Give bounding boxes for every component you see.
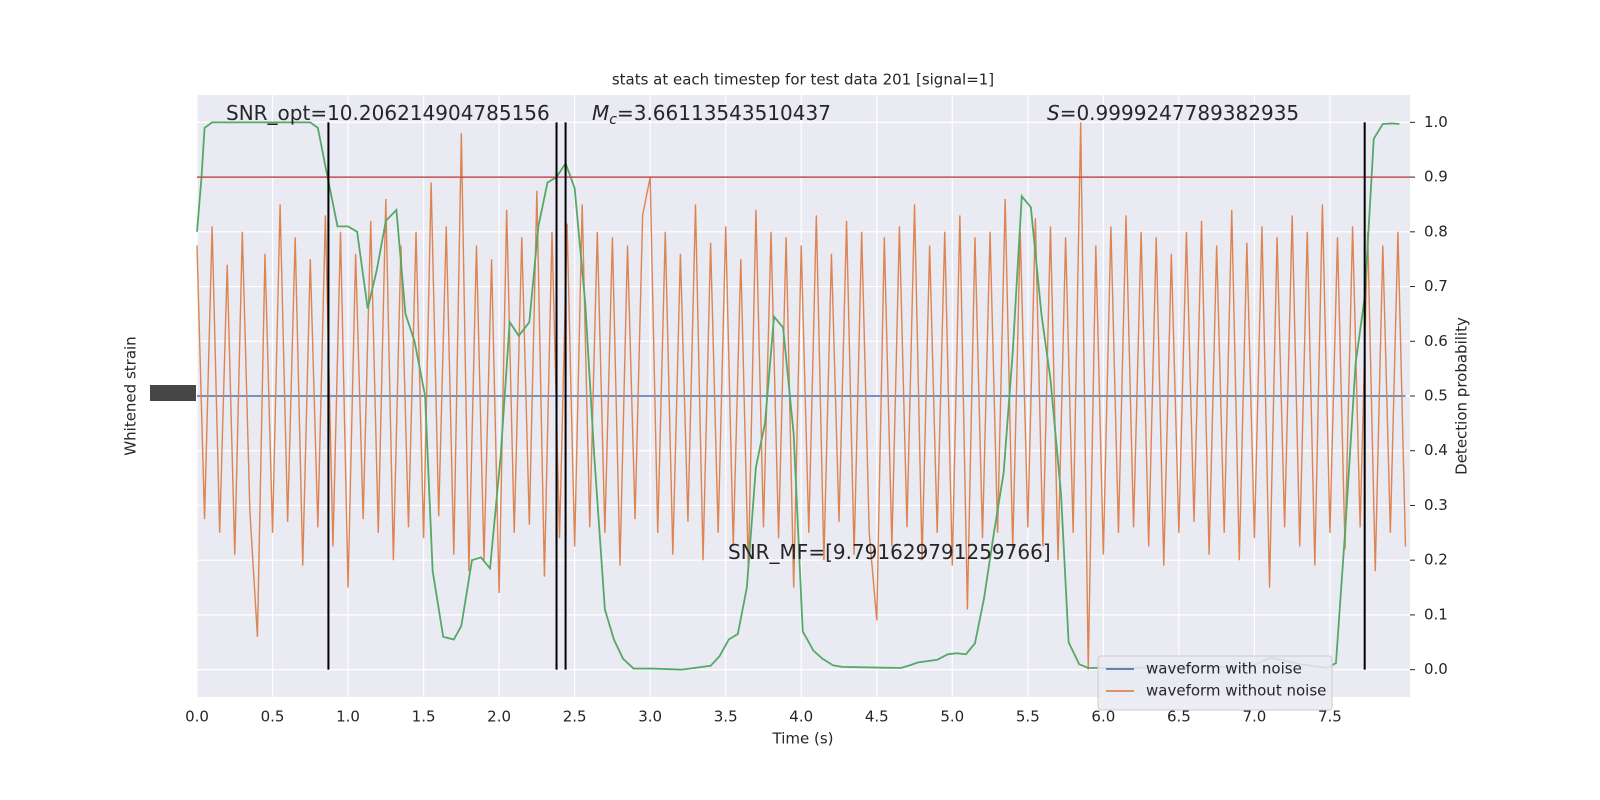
annotation-text: SNR_opt=10.206214904785156	[226, 101, 550, 125]
series-line	[196, 121, 1400, 671]
y2-tick-label: 0.8	[1424, 222, 1448, 240]
x-tick-label: 6.5	[1167, 708, 1191, 726]
legend-box	[1097, 655, 1333, 711]
x-tick-label: 4.0	[789, 708, 813, 726]
annotation: Mc=3.66113543510437	[592, 101, 831, 129]
y2-tick-label: 0.2	[1424, 551, 1448, 569]
x-tick-label: 7.5	[1318, 708, 1342, 726]
chart-title: stats at each timestep for test data 201…	[612, 71, 994, 89]
x-tick-label: 0.0	[185, 708, 209, 726]
x-tick-label: 2.5	[563, 708, 587, 726]
y2-tick-label: 0.6	[1424, 332, 1448, 350]
annotation-text: SNR_MF=[9.791629791259766]	[728, 540, 1051, 564]
x-tick-label: 5.0	[940, 708, 964, 726]
y2-tick-label: 0.4	[1424, 441, 1448, 459]
x-tick-label: 2.0	[487, 708, 511, 726]
series-line	[196, 122, 1407, 670]
x-tick-label: 3.5	[714, 708, 738, 726]
x-tick-label: 5.5	[1016, 708, 1040, 726]
x-tick-label: 7.0	[1242, 708, 1266, 726]
y-axis-label: Whitened strain	[122, 336, 140, 455]
y2-tick-label: 0.5	[1424, 387, 1448, 405]
annotation-symbol: S	[1047, 101, 1060, 125]
y2-tick-label: 1.0	[1424, 113, 1448, 131]
annotation-text: =3.66113543510437	[617, 101, 831, 125]
y2-tick-label: 0.1	[1424, 605, 1448, 623]
x-tick-label: 6.0	[1091, 708, 1115, 726]
y2-axis-label: Detection probability	[1453, 317, 1471, 475]
x-tick-label: 3.0	[638, 708, 662, 726]
x-tick-label: 4.5	[865, 708, 889, 726]
y2-tick-label: 0.9	[1424, 168, 1448, 186]
y2-tick-label: 0.7	[1424, 277, 1448, 295]
y2-tick-label: 0.0	[1424, 660, 1448, 678]
x-axis-label: Time (s)	[772, 730, 834, 748]
overlapping-tick-labels	[150, 385, 196, 401]
annotation: SNR_opt=10.206214904785156	[226, 101, 550, 125]
y2-tick-label: 0.3	[1424, 496, 1448, 514]
legend-label: waveform without noise	[1146, 682, 1326, 700]
annotation-text: =0.9999247789382935	[1060, 101, 1299, 125]
annotation: S=0.9999247789382935	[1047, 101, 1299, 125]
annotation-subscript: c	[609, 112, 617, 128]
x-tick-label: 1.5	[412, 708, 436, 726]
x-tick-label: 0.5	[261, 708, 285, 726]
annotation: SNR_MF=[9.791629791259766]	[728, 540, 1051, 564]
legend-label: waveform with noise	[1146, 660, 1302, 678]
annotation-symbol: M	[592, 101, 609, 125]
x-tick-label: 1.0	[336, 708, 360, 726]
